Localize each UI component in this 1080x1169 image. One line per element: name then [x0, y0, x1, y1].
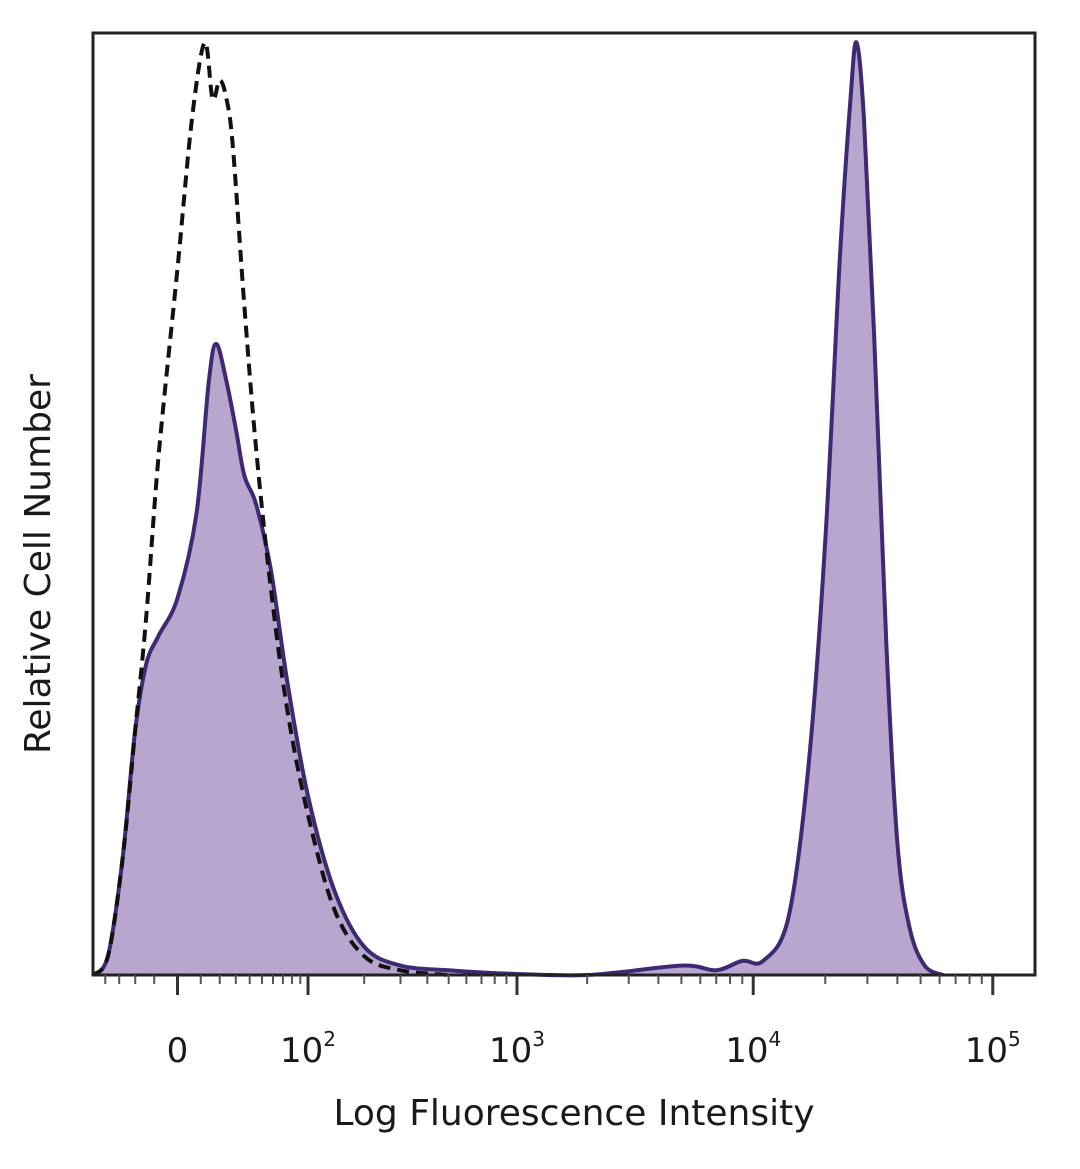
plot-frame [91, 31, 1037, 977]
x-tick-label: 105 [965, 1027, 1021, 1071]
x-tick-label: 103 [489, 1027, 545, 1071]
x-axis-title: Log Fluorescence Intensity [333, 1093, 814, 1134]
y-axis-title: Relative Cell Number [18, 374, 59, 754]
x-tick-labels: 0 102 103 104 105 [167, 1027, 1021, 1071]
minor-ticks [104, 975, 983, 984]
control-series-line [91, 40, 449, 977]
stained-series-fill [93, 42, 943, 976]
x-tick-label: 102 [280, 1027, 336, 1071]
series-layer [91, 40, 944, 978]
major-ticks [175, 975, 995, 995]
x-tick-label: 0 [167, 1031, 189, 1071]
x-tick-label: 104 [725, 1027, 781, 1071]
